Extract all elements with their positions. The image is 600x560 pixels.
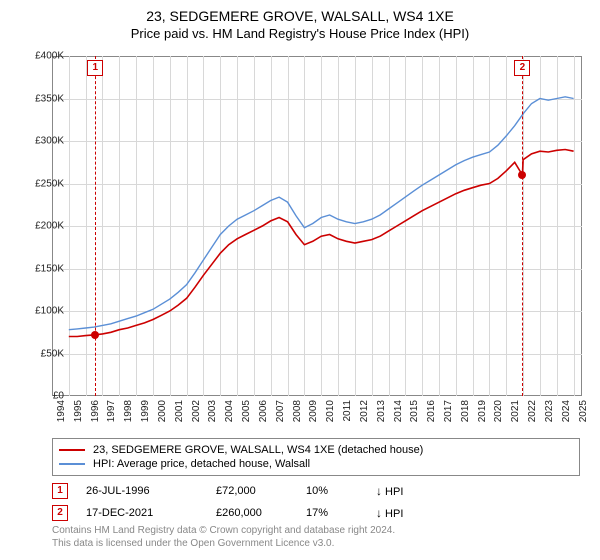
event-date: 17-DEC-2021	[86, 507, 216, 519]
x-axis-label: 2009	[308, 400, 319, 422]
x-axis-label: 2003	[207, 400, 218, 422]
legend-row: 23, SEDGEMERE GROVE, WALSALL, WS4 1XE (d…	[59, 443, 573, 457]
event-dot-1	[91, 331, 99, 339]
x-axis-label: 2019	[477, 400, 488, 422]
x-axis-label: 1999	[140, 400, 151, 422]
x-axis-label: 2004	[224, 400, 235, 422]
x-axis-label: 1997	[106, 400, 117, 422]
x-axis-label: 2010	[325, 400, 336, 422]
x-axis-label: 1995	[73, 400, 84, 422]
event-price: £260,000	[216, 507, 306, 519]
event-vs-label: HPI	[382, 486, 403, 498]
footer-attribution: Contains HM Land Registry data © Crown c…	[52, 524, 580, 550]
legend-label: 23, SEDGEMERE GROVE, WALSALL, WS4 1XE (d…	[93, 444, 423, 456]
chart-subtitle: Price paid vs. HM Land Registry's House …	[0, 24, 600, 47]
x-axis-label: 2002	[191, 400, 202, 422]
x-axis-label: 2022	[527, 400, 538, 422]
event-pct: 17%	[306, 507, 376, 519]
events-table: 1 26-JUL-1996£72,00010% HPI 2 17-DEC-2021£2…	[52, 480, 580, 524]
x-axis-label: 2025	[578, 400, 589, 422]
x-axis-label: 2013	[376, 400, 387, 422]
x-axis-label: 2024	[561, 400, 572, 422]
event-marker-1: 1	[87, 60, 103, 76]
x-axis-label: 2008	[292, 400, 303, 422]
x-axis-label: 2018	[460, 400, 471, 422]
x-axis-label: 2021	[510, 400, 521, 422]
event-date: 26-JUL-1996	[86, 485, 216, 497]
x-axis-label: 2001	[174, 400, 185, 422]
x-axis-label: 2016	[426, 400, 437, 422]
x-axis-label: 2007	[275, 400, 286, 422]
y-axis-label: £400K	[14, 51, 64, 62]
footer-line-1: Contains HM Land Registry data © Crown c…	[52, 524, 580, 537]
legend-swatch	[59, 463, 85, 465]
y-axis-label: £150K	[14, 263, 64, 274]
y-axis-label: £300K	[14, 136, 64, 147]
x-axis-label: 1998	[123, 400, 134, 422]
legend-swatch	[59, 449, 85, 451]
event-pct: 10%	[306, 485, 376, 497]
y-axis-label: £50K	[14, 348, 64, 359]
x-axis-label: 2020	[493, 400, 504, 422]
y-axis-label: £200K	[14, 221, 64, 232]
event-marker-2: 2	[514, 60, 530, 76]
x-axis-label: 2023	[544, 400, 555, 422]
event-dot-2	[518, 171, 526, 179]
x-axis-label: 2000	[157, 400, 168, 422]
legend-label: HPI: Average price, detached house, Wals…	[93, 458, 310, 470]
x-axis-label: 2012	[359, 400, 370, 422]
x-axis-label: 2011	[342, 400, 353, 422]
legend-row: HPI: Average price, detached house, Wals…	[59, 457, 573, 471]
event-direction: HPI	[376, 506, 436, 520]
x-axis-label: 2017	[443, 400, 454, 422]
chart-title: 23, SEDGEMERE GROVE, WALSALL, WS4 1XE	[0, 0, 600, 24]
footer-line-2: This data is licensed under the Open Gov…	[52, 537, 580, 550]
x-axis-label: 1994	[56, 400, 67, 422]
event-vs-label: HPI	[382, 508, 403, 520]
x-axis-label: 2014	[393, 400, 404, 422]
y-axis-label: £100K	[14, 306, 64, 317]
event-line-1	[95, 56, 96, 396]
y-axis-label: £250K	[14, 178, 64, 189]
chart-plot-area: 12	[52, 56, 582, 396]
event-price: £72,000	[216, 485, 306, 497]
legend: 23, SEDGEMERE GROVE, WALSALL, WS4 1XE (d…	[52, 438, 580, 476]
chart-lines	[52, 56, 582, 396]
event-detail-row: 1 26-JUL-1996£72,00010% HPI	[52, 480, 580, 502]
y-axis-label: £350K	[14, 93, 64, 104]
series-hpi	[69, 97, 574, 330]
x-axis-label: 2015	[409, 400, 420, 422]
event-marker-box: 1	[52, 483, 68, 499]
x-axis-label: 2005	[241, 400, 252, 422]
event-line-2	[522, 56, 523, 396]
event-direction: HPI	[376, 484, 436, 498]
series-price_paid	[69, 150, 574, 337]
event-marker-box: 2	[52, 505, 68, 521]
event-detail-row: 2 17-DEC-2021£260,00017% HPI	[52, 502, 580, 524]
x-axis-label: 2006	[258, 400, 269, 422]
x-axis-label: 1996	[90, 400, 101, 422]
